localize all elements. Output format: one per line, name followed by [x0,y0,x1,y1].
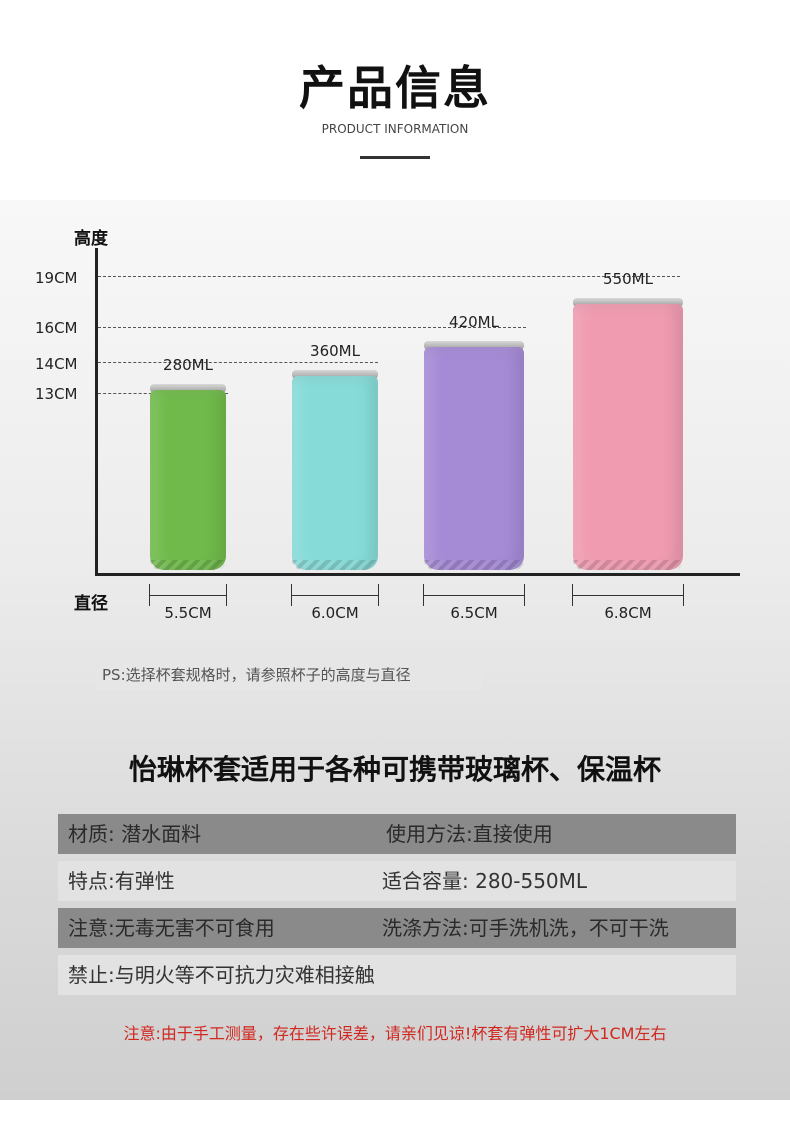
capacity-label: 360ML [310,341,360,360]
cup-280ml [150,384,226,570]
y-axis-line [95,248,98,576]
spec-cell-left: 注意:无毒无害不可食用 [68,916,275,940]
spec-cell-left: 特点:有弹性 [68,869,175,893]
gridline [98,327,526,328]
spec-row: 注意:无毒无害不可食用 洗涤方法:可手洗机洗，不可干洗 [58,908,736,948]
diameter-marker [149,584,227,606]
diameter-marker [291,584,379,606]
spec-cell-right: 适合容量: 280-550ML [382,869,588,893]
spec-cell-left: 禁止:与明火等不可抗力灾难相接触 [68,963,375,987]
ps-note: PS:选择杯套规格时，请参照杯子的高度与直径 [96,660,482,690]
cup-rim [150,384,226,394]
y-tick-label: 14CM [35,355,78,373]
dimension-tick [226,584,227,606]
dimension-tick [683,584,684,606]
diameter-marker [572,584,684,606]
spec-row: 禁止:与明火等不可抗力灾难相接触 [58,955,736,995]
cup-360ml [292,369,378,570]
title-divider [360,156,430,159]
cup-bottom-texture [424,559,524,570]
y-tick-label: 13CM [35,385,78,403]
diameter-label: 6.5CM [450,604,498,622]
y-tick-label: 19CM [35,269,78,287]
capacity-label: 550ML [603,270,653,289]
spec-cell-right: 使用方法:直接使用 [386,822,553,846]
diameter-label: 6.8CM [604,604,652,622]
section-headline: 怡琳杯套适用于各种可携带玻璃杯、保温杯 [128,753,661,786]
cup-rim [424,341,524,351]
diameter-label: 6.0CM [311,604,359,622]
diameter-marker [423,584,525,606]
cup-bottom-texture [292,559,378,570]
cup-550ml [573,298,683,570]
diameter-label: 5.5CM [164,604,212,622]
spec-row: 材质: 潜水面料 使用方法:直接使用 [58,814,736,854]
spec-row: 特点:有弹性 适合容量: 280-550ML [58,861,736,901]
gridline [98,276,680,277]
dimension-line [423,595,525,596]
cup-body [424,347,524,570]
x-axis-title: 直径 [74,594,108,614]
spec-cell-right: 洗涤方法:可手洗机洗，不可干洗 [382,916,669,940]
page-subtitle: PRODUCT INFORMATION [321,122,469,136]
capacity-label: 420ML [449,313,499,332]
y-axis-title: 高度 [74,229,108,249]
cup-420ml [424,341,524,570]
cup-rim [573,298,683,308]
page-title: 产品信息 [299,61,491,115]
capacity-label: 280ML [163,356,213,375]
cup-body [150,390,226,570]
dimension-tick [524,584,525,606]
spec-cell-left: 材质: 潜水面料 [68,822,202,846]
size-chart: 高度 直径 19CM 16CM 14CM 13CM 280ML 360ML 42… [35,229,740,622]
y-tick-label: 16CM [35,319,78,337]
cup-body [573,304,683,570]
gridline [98,362,378,363]
dimension-line [149,595,227,596]
cup-rim [292,369,378,379]
cup-bottom-texture [573,559,683,570]
cup-bottom-texture [150,559,226,570]
cup-body [292,375,378,570]
dimension-line [291,595,379,596]
x-axis-line [95,573,740,576]
dimension-tick [378,584,379,606]
measurement-notice: 注意:由于手工测量，存在些许误差，请亲们见谅!杯套有弹性可扩大1CM左右 [123,1024,667,1043]
dimension-line [572,595,684,596]
